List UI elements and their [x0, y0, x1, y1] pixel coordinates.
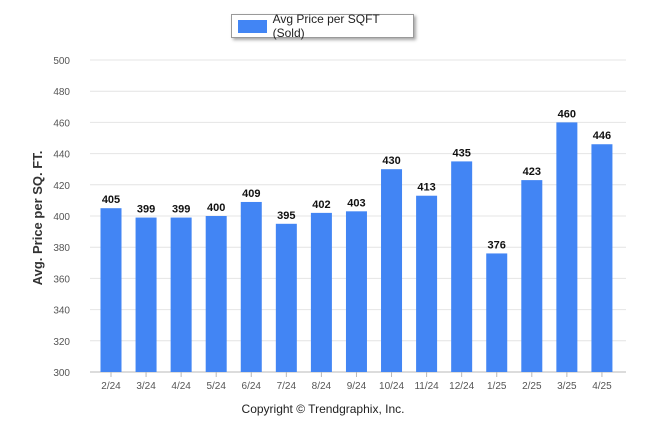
x-tick-label: 1/25: [487, 381, 507, 392]
x-tick-label: 6/24: [242, 381, 262, 392]
x-axis-ticks: 2/24 3/24 4/24 5/24 6/24 7/24 8/24 9/24 10/24 11/…: [101, 372, 612, 392]
data-label: 395: [277, 210, 295, 222]
bar: [345, 211, 367, 372]
data-label: 423: [523, 166, 541, 178]
bar: [591, 144, 613, 372]
bar: [170, 217, 192, 372]
copyright-footer: Copyright © Trendgraphix, Inc.: [241, 402, 405, 416]
y-tick-label: 460: [53, 118, 70, 129]
y-tick-label: 420: [53, 181, 70, 192]
x-tick-label: 8/24: [312, 381, 332, 392]
bar: [486, 253, 508, 372]
x-tick-label: 3/25: [557, 381, 577, 392]
x-tick-label: 2/24: [101, 381, 121, 392]
data-label: 399: [172, 204, 190, 216]
y-tick-label: 400: [53, 212, 70, 223]
x-tick-label: 9/24: [347, 381, 367, 392]
x-tick-label: 4/25: [592, 381, 612, 392]
y-tick-label: 320: [53, 337, 70, 348]
y-tick-label: 440: [53, 150, 70, 161]
y-tick-label: 380: [53, 243, 70, 254]
bar: [381, 169, 403, 372]
data-label: 400: [207, 202, 225, 214]
data-label: 446: [593, 130, 611, 142]
data-label: 409: [242, 188, 260, 200]
bar: [310, 212, 332, 372]
x-tick-label: 2/25: [522, 381, 542, 392]
y-axis-title: Avg. Price per SQ. FT.: [30, 151, 45, 286]
bar: [275, 223, 297, 372]
x-tick-label: 11/24: [414, 381, 439, 392]
bar: [451, 161, 473, 372]
y-tick-label: 480: [53, 87, 70, 98]
data-label: 399: [137, 204, 155, 216]
bar: [205, 216, 227, 372]
data-label: 402: [312, 199, 330, 211]
bars: [100, 122, 613, 373]
y-tick-label: 340: [53, 306, 70, 317]
legend-label: Avg Price per SQFT (Sold): [272, 12, 380, 40]
data-label: 430: [382, 155, 400, 167]
x-tick-label: 4/24: [171, 381, 191, 392]
bar: [100, 208, 122, 372]
bar: [416, 195, 438, 372]
bar: [240, 201, 262, 372]
x-tick-label: 7/24: [277, 381, 297, 392]
x-tick-label: 12/24: [449, 381, 474, 392]
bar: [556, 122, 578, 373]
legend-swatch: [238, 19, 267, 33]
x-tick-label: 5/24: [206, 381, 226, 392]
data-label: 376: [488, 239, 506, 251]
y-tick-label: 300: [53, 368, 70, 379]
x-tick-label: 10/24: [379, 381, 404, 392]
data-label: 413: [417, 182, 435, 194]
data-label: 460: [558, 108, 576, 120]
data-label: 403: [347, 197, 365, 209]
y-tick-label: 360: [53, 274, 70, 285]
y-axis-ticks: 300 320 340 360 380 400 420 440 460 480 500: [53, 56, 70, 379]
y-tick-label: 500: [53, 56, 70, 67]
chart-legend: Avg Price per SQFT (Sold): [231, 12, 414, 40]
x-tick-label: 3/24: [136, 381, 156, 392]
data-label: 435: [452, 147, 470, 159]
bar: [521, 180, 543, 372]
data-labels: 405 399 399 400 409 395 402 403 430 413 435 376 423 4…: [102, 108, 611, 251]
data-label: 405: [102, 194, 120, 206]
bar: [135, 217, 157, 372]
